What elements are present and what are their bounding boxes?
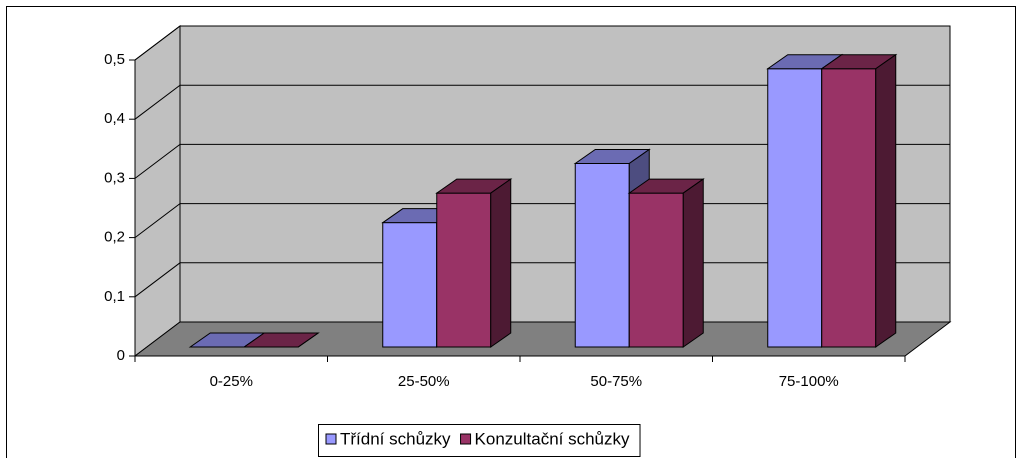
bar-front — [767, 68, 823, 348]
bar-side — [490, 178, 512, 348]
grid-line — [134, 25, 950, 61]
legend-box — [318, 424, 641, 457]
bar-front — [382, 222, 438, 348]
side-wall — [134, 24, 181, 358]
bar — [627, 178, 705, 348]
legend-label: Konzultační schůzky — [475, 429, 630, 448]
legend: Třídní schůzky Konzultační schůzky — [318, 424, 641, 457]
legend-swatch — [325, 433, 337, 445]
x-tick-label: 0-25% — [210, 373, 253, 390]
bar-side — [682, 178, 704, 348]
legend-swatch — [460, 433, 472, 445]
bar — [435, 178, 513, 348]
grid-line — [134, 84, 950, 120]
bar-front — [628, 192, 684, 348]
bar-side — [875, 53, 897, 348]
y-tick-label: 0 — [117, 347, 125, 364]
x-tick-label: 50-75% — [590, 373, 642, 390]
y-tick-label: 0,3 — [104, 169, 125, 186]
bar-front — [821, 68, 877, 348]
grid-line — [134, 143, 950, 179]
bar — [820, 53, 898, 348]
x-tick-label: 75-100% — [779, 373, 839, 390]
bar — [242, 332, 320, 348]
y-tick-label: 0,2 — [104, 229, 125, 246]
bar-front — [436, 192, 492, 348]
legend-label: Třídní schůzky — [340, 429, 451, 448]
y-tick-label: 0,5 — [104, 51, 125, 68]
bar-front — [574, 162, 630, 348]
y-tick-label: 0,1 — [104, 288, 125, 305]
y-tick-label: 0,4 — [104, 110, 125, 127]
x-tick-label: 25-50% — [398, 373, 450, 390]
bar-side — [297, 332, 319, 348]
